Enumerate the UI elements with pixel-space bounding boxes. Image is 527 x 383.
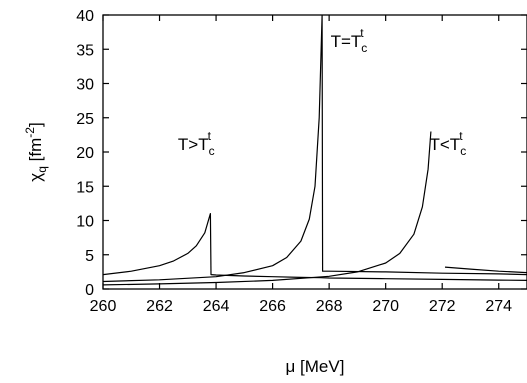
series-line-1 — [103, 213, 527, 281]
annotation-sup: t — [459, 129, 463, 143]
y-tick-label: 15 — [76, 179, 94, 196]
x-axis-label: μ [MeV] — [286, 357, 345, 376]
x-tick-label: 270 — [372, 298, 399, 315]
y-axis-label-unit: [fm — [26, 138, 45, 166]
annotation-sub: c — [209, 144, 215, 158]
y-tick-label: 20 — [76, 145, 94, 162]
annotation-label: T=Tct — [331, 26, 368, 55]
x-tick-label: 260 — [90, 298, 117, 315]
series-line-3 — [103, 131, 432, 286]
annotation-label: T>Tct — [178, 129, 215, 158]
annotation-base: T=T — [331, 32, 362, 51]
y-tick-labels: 0 5 10 15 20 25 30 35 40 — [76, 8, 94, 299]
annotation-label: T<Tct — [430, 129, 467, 158]
y-axis-label-main: χ — [26, 173, 45, 182]
axis-ticks — [102, 14, 527, 290]
y-tick-label: 35 — [76, 42, 94, 59]
series-line-2 — [103, 15, 527, 283]
y-tick-label: 30 — [76, 77, 94, 94]
annotation-sub: c — [460, 144, 466, 158]
x-tick-label: 262 — [146, 298, 173, 315]
x-tick-label: 268 — [316, 298, 343, 315]
annotation-base: T<T — [430, 135, 461, 154]
series-group — [103, 15, 527, 286]
y-tick-label: 25 — [76, 111, 94, 128]
x-tick-label: 264 — [203, 298, 230, 315]
x-tick-labels: 260 262 264 266 268 270 272 274 — [90, 298, 513, 315]
annotation-sup: t — [208, 129, 212, 143]
y-tick-label: 10 — [76, 214, 94, 231]
y-axis-label-exp: -2 — [23, 127, 37, 138]
annotation-sub: c — [361, 41, 367, 55]
x-tick-label: 266 — [259, 298, 286, 315]
annotation-base: T>T — [178, 135, 209, 154]
y-axis-label: χq [fm-2] — [23, 122, 49, 181]
y-tick-label: 0 — [85, 282, 94, 299]
y-axis-label-close: ] — [26, 122, 45, 127]
x-tick-label: 274 — [485, 298, 512, 315]
x-tick-label: 272 — [429, 298, 456, 315]
y-axis-label-sub: q — [35, 166, 49, 173]
y-tick-label: 5 — [85, 248, 94, 265]
series-line-4 — [444, 266, 527, 274]
annotation-sup: t — [360, 26, 364, 40]
y-tick-label: 40 — [76, 8, 94, 25]
